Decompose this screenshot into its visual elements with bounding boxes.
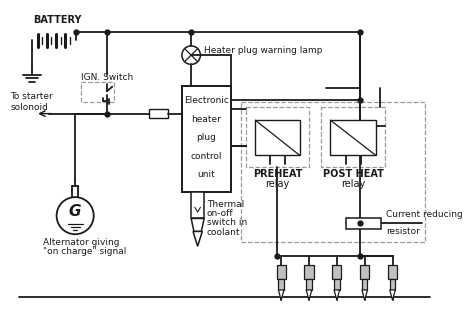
Polygon shape	[193, 231, 202, 246]
Text: PREHEAT: PREHEAT	[253, 169, 302, 179]
Bar	[255, 120, 300, 156]
Bar	[388, 265, 397, 279]
Text: coolant: coolant	[207, 228, 240, 237]
Polygon shape	[334, 290, 340, 300]
Text: heater: heater	[191, 115, 221, 124]
Bar	[332, 265, 341, 279]
Bar	[182, 86, 231, 192]
Bar	[362, 279, 367, 290]
Polygon shape	[390, 290, 395, 300]
Bar	[346, 218, 382, 229]
Bar	[278, 279, 284, 290]
Text: Electronic: Electronic	[184, 96, 229, 105]
Polygon shape	[362, 290, 367, 300]
Text: BATTERY: BATTERY	[33, 14, 82, 25]
Text: "on charge" signal: "on charge" signal	[43, 247, 126, 256]
Bar	[334, 279, 340, 290]
Text: To starter
solonoid: To starter solonoid	[10, 92, 53, 112]
Polygon shape	[191, 219, 204, 231]
Bar	[360, 265, 369, 279]
Bar	[304, 265, 314, 279]
Circle shape	[56, 197, 94, 234]
Text: relay: relay	[265, 179, 290, 188]
Text: Alternator giving: Alternator giving	[43, 238, 119, 247]
Text: Thermal: Thermal	[207, 200, 244, 209]
Bar	[306, 279, 312, 290]
Text: on-off: on-off	[207, 209, 234, 218]
Text: Heater plug warning lamp: Heater plug warning lamp	[204, 46, 322, 55]
Text: G: G	[69, 204, 82, 220]
Polygon shape	[306, 290, 312, 300]
Text: control: control	[191, 152, 222, 161]
Text: IGN. Switch: IGN. Switch	[81, 73, 133, 82]
Bar	[390, 279, 395, 290]
Polygon shape	[278, 290, 284, 300]
Text: unit: unit	[198, 170, 215, 179]
Bar	[330, 120, 376, 156]
Bar	[276, 265, 286, 279]
Text: POST HEAT: POST HEAT	[323, 169, 383, 179]
Text: switch in: switch in	[207, 219, 247, 228]
Text: plug: plug	[197, 133, 217, 142]
Text: resistor: resistor	[386, 227, 420, 236]
Bar	[191, 192, 204, 219]
Text: relay: relay	[341, 179, 365, 188]
Bar	[149, 109, 168, 118]
Text: Current reducing: Current reducing	[386, 210, 463, 220]
